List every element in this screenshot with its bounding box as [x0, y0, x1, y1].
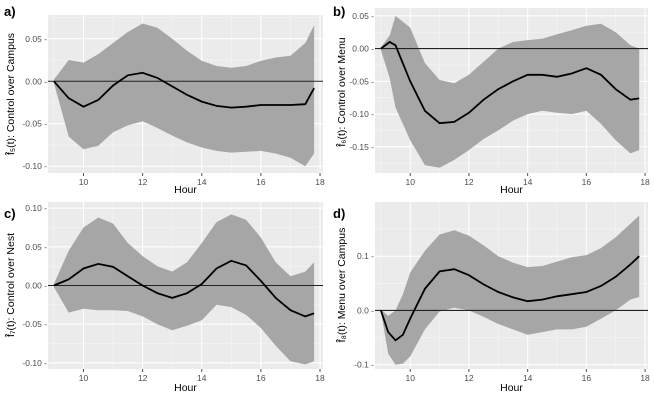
y-axis-title-c: f̂₇(t): Control over Nest: [3, 233, 17, 338]
panel-c: 10 12 14 16 18 -0.10 - -0.05 - 0.00 - 0.05 - 0.10…: [3, 202, 325, 394]
x-tick-label-d: 16: [582, 373, 592, 383]
y-tick-label-d: 0.0 -: [357, 305, 374, 315]
x-tick-label-d: 18: [640, 373, 650, 383]
y-tick-label-a: -0.10 -: [22, 161, 47, 171]
y-tick-label-d: 0.1 -: [357, 251, 374, 261]
x-axis-title-b: Hour: [500, 184, 523, 196]
panel-b: 10 12 14 16 18 -0.15 - -0.10 - -0.05 - 0.00 - 0.0…: [333, 4, 650, 196]
panel-label-c: c): [4, 206, 16, 221]
y-axis-title-a: f̂₅(t): Control over Campus: [3, 33, 17, 156]
x-tick-label-c: 14: [197, 373, 207, 383]
x-tick-label-a: 12: [138, 177, 148, 187]
y-tick-label-c: -0.10 -: [22, 358, 47, 368]
confidence-band-a: [53, 23, 315, 167]
y-tick-label-c: 0.10 -: [25, 203, 47, 213]
x-tick-label-c: 12: [138, 373, 148, 383]
confidence-band-c: [53, 214, 315, 365]
panel-d: 10 12 14 16 18 -0.1 - 0.0 - 0.1 - d) Hour f̂₈(t…: [333, 202, 650, 394]
panel-label-d: d): [333, 206, 345, 221]
plot-area-c: 10 12 14 16 18 -0.10 - -0.05 - 0.00 - 0.05 - 0.10…: [22, 202, 325, 383]
panel-a: 10 12 14 16 18-0.10 --0.05 -0.00 -0.05 - a) …: [3, 4, 325, 196]
plot-area-b: 10 12 14 16 18 -0.15 - -0.10 - -0.05 - 0.00 - 0.0…: [349, 8, 650, 187]
y-tick-label-a: 0.00 -: [25, 76, 47, 86]
panel-label-a: a): [4, 4, 16, 19]
y-tick-label-b: -0.15 -: [349, 142, 374, 152]
plot-area-d: 10 12 14 16 18 -0.1 - 0.0 - 0.1 -: [354, 202, 650, 383]
confidence-band-d: [380, 215, 640, 365]
y-axis-title-b: f̂₆(t): Control over Menu: [334, 37, 348, 147]
y-tick-label-c: -0.05 -: [22, 319, 47, 329]
confidence-band-b: [380, 15, 640, 168]
x-tick-label-a: 10: [79, 177, 89, 187]
estimate-line-b: [380, 40, 640, 125]
x-axis-title-a: Hour: [174, 184, 197, 196]
y-tick-label-b: -0.10 -: [349, 109, 374, 119]
y-tick-label-b: 0.00 -: [352, 44, 374, 54]
y-axis-title-d: f̂₈(t): Menu over Campus: [334, 228, 348, 343]
x-tick-label-d: 10: [405, 373, 415, 383]
y-tick-label-b: 0.05 -: [352, 11, 374, 21]
y-tick-label-c: 0.00 -: [25, 281, 47, 291]
y-tick-label-a: -0.05 -: [22, 119, 47, 129]
plot-area-a: 10 12 14 16 18 -0.10 - -0.05 - 0.00 - 0.05 -: [22, 15, 325, 187]
x-tick-label-b: 14: [523, 177, 533, 187]
x-tick-label-c: 18: [315, 373, 325, 383]
panel-label-b: b): [333, 4, 345, 19]
x-axis-title-d: Hour: [500, 382, 523, 394]
y-tick-label-a: 0.05 -: [25, 34, 47, 44]
x-tick-label-b: 16: [582, 177, 592, 187]
x-tick-label-d: 12: [464, 373, 474, 383]
estimate-line-a: [53, 71, 315, 109]
x-axis-title-c: Hour: [174, 382, 197, 394]
y-tick-label-d: -0.1 -: [354, 360, 374, 370]
x-tick-label-a: 18: [315, 177, 325, 187]
x-tick-label-b: 18: [640, 177, 650, 187]
estimate-line-c: [53, 259, 315, 318]
x-tick-label-d: 14: [523, 373, 533, 383]
x-tick-label-a: 16: [256, 177, 266, 187]
x-tick-label-c: 10: [79, 373, 89, 383]
y-tick-label-b: -0.05 -: [349, 76, 374, 86]
x-tick-label-a: 14: [197, 177, 207, 187]
x-tick-label-b: 10: [405, 177, 415, 187]
y-tick-label-c: 0.05 -: [25, 242, 47, 252]
x-tick-label-c: 16: [256, 373, 266, 383]
x-tick-label-b: 12: [464, 177, 474, 187]
estimate-line-d: [380, 255, 640, 342]
